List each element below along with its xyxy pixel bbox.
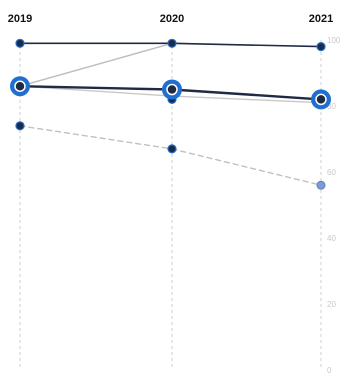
y-tick-label-80: 80 <box>327 102 336 111</box>
series-5-segment-0 <box>19 125 173 150</box>
series-1-point-1 <box>166 83 178 96</box>
y-tick-label-100: 100 <box>327 36 341 45</box>
series-5-segment-1 <box>171 148 322 186</box>
series-3-segment-1 <box>171 95 322 104</box>
series-1-point-0 <box>14 80 26 92</box>
y-tick-label-20: 20 <box>327 300 336 309</box>
year-label-2021: 2021 <box>309 13 333 25</box>
y-tick-label-60: 60 <box>327 168 336 177</box>
series-0-point-1 <box>167 38 177 48</box>
year-label-2019: 2019 <box>8 13 32 25</box>
series-0-point-0 <box>15 38 25 48</box>
series-1-segment-1 <box>170 88 323 101</box>
series-5-point-0 <box>15 121 25 131</box>
series-0-point-2 <box>316 41 326 52</box>
series-2-segment-0 <box>19 42 173 87</box>
y-tick-label-40: 40 <box>327 234 336 243</box>
year-label-2020: 2020 <box>160 13 184 25</box>
y-tick-label-0: 0 <box>327 366 332 375</box>
series-5-point-2 <box>316 180 326 190</box>
series-0-segment-1 <box>171 42 322 48</box>
series-1-point-2 <box>315 93 327 106</box>
series-5-point-1 <box>167 144 177 154</box>
series-1-segment-0 <box>18 84 174 91</box>
